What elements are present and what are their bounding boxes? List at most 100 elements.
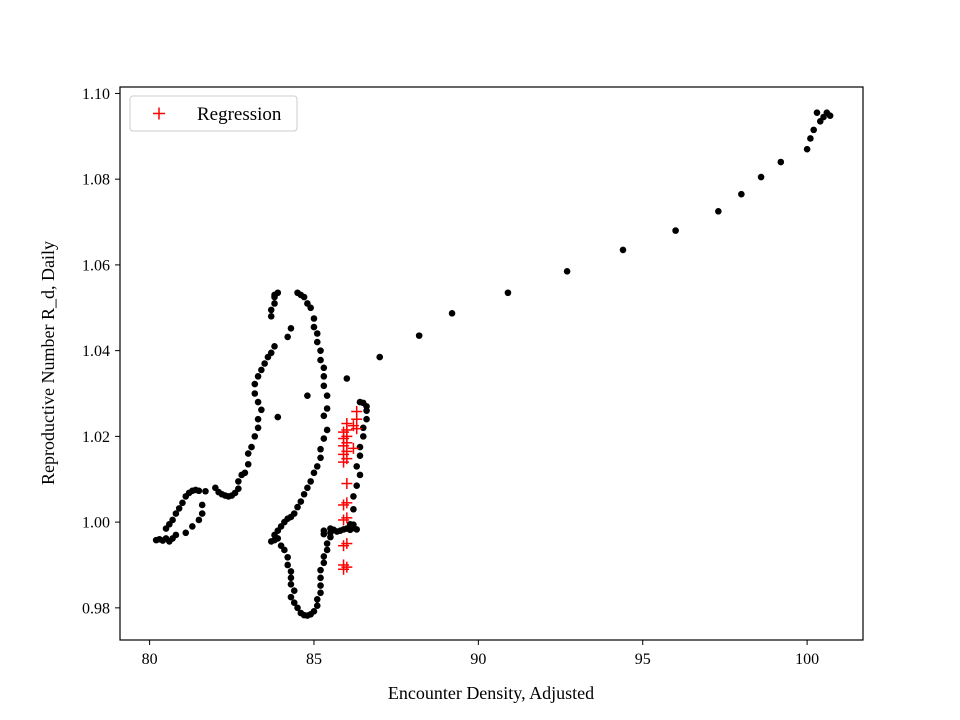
data-point [803, 145, 811, 153]
data-point [323, 546, 331, 554]
data-point [267, 306, 275, 314]
data-point [777, 158, 785, 166]
data-point [287, 325, 295, 332]
y-tick-label: 1.06 [82, 257, 110, 274]
data-point [320, 382, 328, 390]
data-point [323, 405, 331, 412]
x-tick-label: 90 [470, 651, 486, 668]
regression-point [347, 442, 359, 454]
x-axis-ticks: 80 85 90 95 100 [142, 640, 819, 668]
data-point [813, 109, 821, 117]
regression-point [341, 497, 353, 509]
data-point [287, 580, 295, 588]
data-point [244, 460, 252, 468]
data-point [169, 516, 176, 524]
regression-point [341, 538, 353, 550]
data-point [323, 426, 331, 434]
data-point [304, 484, 311, 492]
data-point [235, 485, 242, 492]
data-point [317, 347, 324, 354]
regression-point [341, 561, 353, 573]
data-point [294, 604, 301, 612]
data-point [317, 454, 324, 462]
y-tick-label: 0.98 [82, 600, 110, 617]
y-tick-label: 1.00 [82, 515, 110, 532]
data-point [310, 323, 318, 331]
data-point [271, 300, 278, 307]
data-point [313, 602, 321, 610]
data-point [175, 505, 183, 512]
data-point [300, 490, 308, 498]
data-point [448, 310, 456, 317]
data-point [343, 375, 351, 382]
data-point [323, 392, 331, 399]
data-point [251, 380, 259, 388]
legend: Regression [129, 95, 298, 132]
data-point [320, 530, 328, 538]
data-point [189, 523, 196, 530]
data-point [313, 338, 321, 346]
data-point [172, 510, 180, 517]
data-point [294, 503, 301, 511]
data-point [274, 413, 282, 421]
regression-point [351, 406, 363, 418]
data-point [317, 566, 324, 574]
data-point [310, 607, 318, 615]
data-point [320, 559, 328, 567]
legend-box [129, 95, 298, 132]
data-point [807, 135, 814, 142]
data-point [202, 487, 209, 495]
data-point [284, 333, 291, 341]
data-point [320, 373, 328, 380]
data-point [179, 499, 186, 507]
data-point [254, 415, 262, 423]
data-point [254, 373, 262, 380]
data-point [320, 412, 328, 420]
data-point [271, 343, 278, 350]
data-point [363, 415, 370, 423]
data-point [353, 482, 361, 489]
y-tick-label: 1.10 [82, 86, 110, 103]
data-point [317, 589, 324, 597]
data-point [356, 443, 364, 451]
data-point [251, 390, 259, 397]
data-point [356, 398, 364, 406]
y-axis-ticks: 0.98 1.00 1.02 1.04 1.06 1.08 1.10 [82, 86, 120, 617]
legend-label-regression: Regression [197, 104, 282, 125]
data-point [248, 443, 255, 451]
data-point [313, 330, 321, 337]
data-point [415, 332, 423, 339]
data-point [254, 424, 262, 432]
data-point [241, 469, 249, 477]
data-point [313, 595, 321, 603]
data-point [182, 529, 190, 537]
data-point [290, 587, 298, 595]
y-tick-label: 1.04 [82, 343, 110, 360]
data-point [313, 463, 321, 470]
y-tick-label: 1.08 [82, 172, 110, 189]
data-point [297, 498, 305, 505]
data-point [287, 593, 295, 601]
data-point [281, 546, 288, 554]
data-point [320, 435, 328, 442]
data-point [198, 510, 206, 517]
plot-frame [119, 86, 864, 641]
data-point [195, 487, 203, 495]
data-point [376, 353, 384, 361]
y-axis-title: Reproductive Number R_d, Daily [38, 241, 58, 485]
x-axis-title: Encounter Density, Adjusted [388, 683, 594, 703]
points-layer [152, 109, 834, 619]
data-point [258, 406, 265, 414]
data-point [307, 478, 314, 485]
x-tick-label: 85 [306, 651, 322, 668]
regression-point [351, 423, 363, 435]
data-point [254, 398, 262, 406]
regression-point [341, 512, 353, 524]
data-point [317, 445, 324, 453]
data-point [619, 246, 627, 254]
data-point [350, 505, 357, 513]
data-point [350, 493, 357, 500]
data-point [287, 568, 295, 575]
data-point [287, 574, 295, 582]
